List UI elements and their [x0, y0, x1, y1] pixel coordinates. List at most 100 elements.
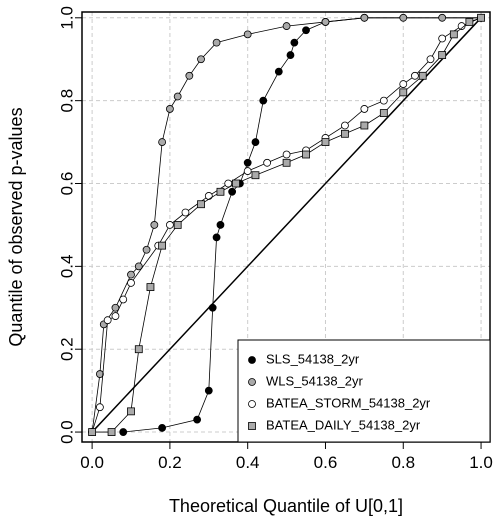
point — [399, 80, 408, 88]
point — [465, 18, 474, 26]
point — [232, 179, 240, 188]
point — [399, 13, 408, 22]
point — [212, 38, 221, 47]
legend-label: BATEA_STORM_54138_2yr — [266, 395, 431, 410]
point — [95, 370, 104, 378]
point — [95, 403, 104, 412]
x-tick-label: 0.8 — [391, 453, 415, 472]
point — [321, 18, 330, 26]
point — [360, 121, 369, 130]
point — [173, 92, 182, 101]
point — [360, 105, 369, 113]
point — [243, 167, 252, 175]
point — [193, 415, 202, 424]
point — [142, 245, 151, 254]
point — [107, 428, 116, 436]
x-tick-label: 0.4 — [236, 453, 260, 472]
point — [127, 407, 135, 416]
point — [224, 179, 233, 188]
point — [181, 208, 190, 217]
legend-marker — [248, 378, 256, 386]
legend-box — [237, 339, 491, 443]
point — [243, 158, 252, 167]
point — [158, 424, 167, 432]
legend-label: SLS_54138_2yr — [266, 351, 360, 366]
point — [208, 303, 217, 312]
point — [146, 283, 155, 291]
legend-marker — [248, 422, 256, 430]
point — [438, 51, 447, 59]
point — [411, 71, 419, 80]
x-axis-label: Theoretical Quantile of U[0,1] — [169, 496, 403, 516]
point — [321, 138, 330, 146]
point — [111, 312, 120, 320]
point — [134, 345, 143, 354]
point — [457, 22, 466, 30]
point — [119, 428, 128, 436]
y-tick-label: 0.2 — [57, 337, 76, 361]
point — [341, 129, 349, 138]
y-tick-label: 0.8 — [57, 89, 76, 113]
point — [399, 88, 408, 97]
point — [263, 158, 272, 167]
point — [379, 96, 388, 105]
y-tick-label: 1.0 — [57, 6, 76, 30]
point — [216, 221, 225, 229]
point — [158, 241, 167, 250]
point — [204, 386, 213, 395]
point — [477, 13, 485, 22]
point — [166, 221, 174, 229]
point — [282, 158, 291, 167]
point — [197, 200, 205, 209]
point — [360, 13, 369, 22]
point — [158, 138, 167, 146]
point — [449, 30, 458, 39]
point — [228, 187, 237, 196]
point — [274, 67, 283, 76]
point — [251, 171, 260, 180]
point — [286, 51, 295, 59]
point — [426, 55, 435, 64]
point — [204, 192, 213, 200]
point — [119, 295, 128, 304]
x-tick-label: 0.6 — [314, 453, 338, 472]
point — [212, 233, 221, 242]
point — [173, 221, 182, 229]
point — [150, 221, 159, 229]
point — [185, 71, 194, 80]
legend-label: BATEA_DAILY_54138_2yr — [266, 417, 421, 432]
legend-label: WLS_54138_2yr — [266, 373, 364, 388]
x-tick-label: 1.0 — [469, 453, 493, 472]
point — [127, 270, 135, 279]
x-tick-label: 0.2 — [158, 453, 182, 472]
point — [282, 150, 291, 159]
point — [418, 71, 427, 80]
point — [379, 109, 388, 117]
x-tick-label: 0.0 — [80, 453, 104, 472]
point — [302, 26, 310, 35]
point — [88, 428, 97, 436]
point — [282, 22, 291, 30]
y-tick-label: 0.4 — [57, 255, 76, 279]
point — [127, 279, 135, 287]
point — [259, 96, 268, 105]
legend-marker — [248, 356, 256, 364]
y-tick-label: 0.6 — [57, 172, 76, 196]
point — [197, 55, 205, 64]
point — [290, 38, 299, 47]
point — [438, 13, 447, 22]
legend-marker — [248, 400, 256, 408]
point — [438, 34, 447, 43]
point — [302, 150, 310, 159]
y-axis-label: Quantile of observed p-values — [6, 107, 26, 346]
point — [341, 121, 349, 130]
point — [243, 30, 252, 39]
point — [166, 105, 174, 113]
point — [216, 187, 225, 196]
point — [134, 262, 143, 271]
y-tick-label: 0.0 — [57, 420, 76, 444]
point — [251, 138, 260, 146]
point — [103, 316, 112, 325]
reference-line — [91, 17, 482, 433]
